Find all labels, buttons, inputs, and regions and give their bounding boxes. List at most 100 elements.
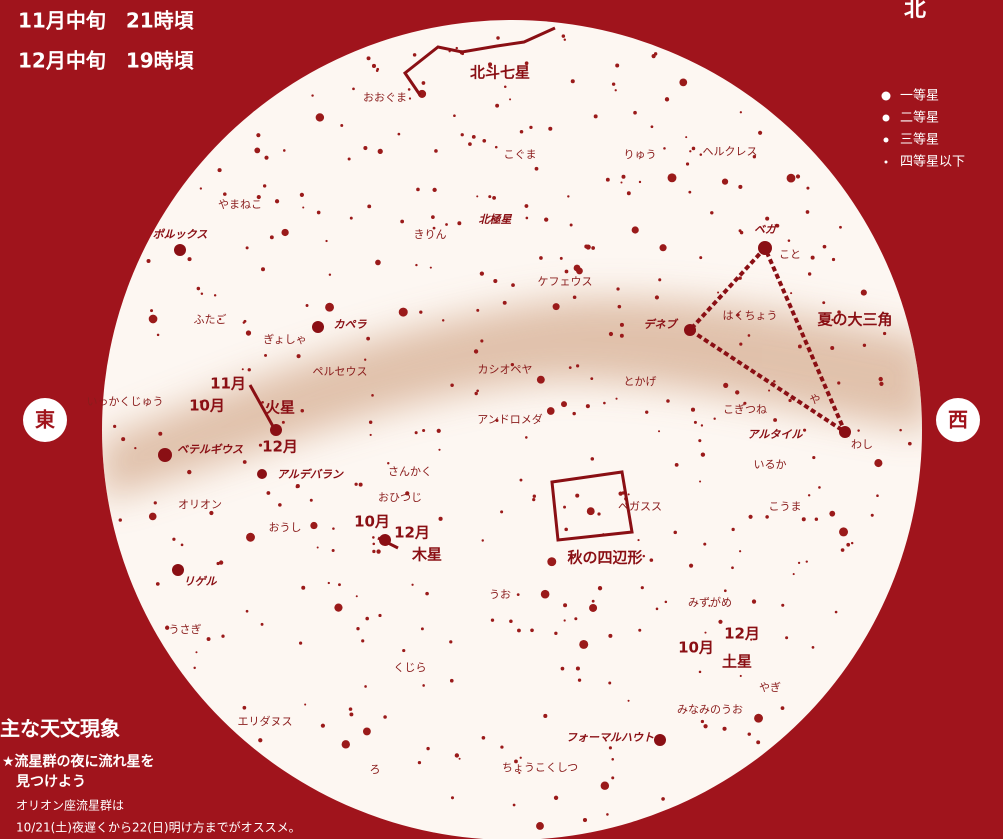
- star-dot: [310, 521, 318, 530]
- star-dot: [637, 539, 640, 542]
- star-dot: [387, 462, 390, 465]
- constellation-label: こうま: [769, 500, 802, 513]
- star-dot: [597, 512, 601, 516]
- constellation-label: いっかくじゅう: [87, 395, 164, 408]
- star-dot: [519, 478, 523, 482]
- star-dot: [781, 603, 785, 607]
- star-dot: [814, 517, 819, 521]
- star-dot: [242, 705, 247, 710]
- star-dot: [812, 455, 816, 460]
- star-dot: [378, 613, 382, 618]
- legend-label: 一等星: [900, 88, 939, 104]
- star-dot: [765, 515, 769, 519]
- star-dot: [563, 603, 568, 608]
- star-dot: [274, 199, 280, 204]
- star-dot: [735, 390, 740, 395]
- star-dot: [356, 627, 360, 631]
- bright-star: [257, 469, 267, 479]
- bright-star: [158, 448, 172, 462]
- constellation-label: きりん: [414, 228, 447, 241]
- star-dot: [325, 302, 334, 312]
- star-dot: [631, 226, 639, 234]
- star-dot: [509, 619, 513, 624]
- star-dot: [597, 586, 603, 591]
- star-dot: [573, 264, 581, 272]
- constellation-label: エリダヌス: [238, 714, 293, 728]
- star-dot: [608, 331, 614, 337]
- star-dot: [620, 181, 623, 184]
- star-dot: [347, 157, 351, 161]
- star-dot: [524, 204, 529, 208]
- star-dot: [419, 310, 423, 314]
- mars-path: [248, 384, 277, 431]
- star-dot: [364, 685, 367, 688]
- star-dot: [700, 452, 706, 457]
- star-dot: [316, 546, 319, 549]
- star-dot: [822, 301, 826, 305]
- star-dot: [747, 732, 751, 736]
- star-dot: [530, 628, 534, 633]
- star-dot: [445, 223, 448, 226]
- bright-star: [312, 321, 324, 333]
- star-dot: [736, 313, 740, 317]
- star-dot: [397, 132, 401, 136]
- star-dot: [750, 638, 753, 641]
- constellation-label: ポルックス: [153, 228, 208, 241]
- star-dot: [402, 648, 406, 653]
- star-dot: [758, 130, 763, 135]
- star-dot: [559, 256, 563, 260]
- star-dot: [332, 527, 335, 530]
- star-dot: [546, 407, 555, 415]
- events-line: オリオン座流星群は: [16, 798, 124, 813]
- star-dot: [421, 81, 426, 85]
- star-dot: [773, 380, 776, 383]
- star-dot: [422, 428, 426, 433]
- summer-triangle: [686, 246, 850, 438]
- star-dot: [372, 536, 375, 539]
- star-dot: [434, 149, 438, 153]
- constellation-label: ヘルクレス: [703, 145, 758, 158]
- star-dot: [801, 517, 806, 522]
- star-dot: [616, 287, 620, 291]
- star-dot: [907, 441, 912, 446]
- star-dot: [180, 543, 184, 547]
- star-dot: [377, 148, 383, 155]
- star-dot: [264, 155, 269, 160]
- star-dot: [242, 460, 247, 464]
- star-dot: [328, 273, 332, 276]
- star-dot: [803, 428, 807, 432]
- star-dot: [155, 582, 160, 586]
- star-dot: [606, 813, 609, 816]
- star-dot: [305, 304, 309, 307]
- star-dot: [441, 319, 445, 322]
- constellation-label: ベガ: [754, 223, 778, 236]
- star-dot: [449, 678, 454, 683]
- constellation-label: おひつじ: [378, 491, 422, 504]
- star-dot: [564, 527, 568, 532]
- star-dot: [703, 724, 708, 729]
- bright-star: [172, 564, 184, 576]
- legend-label: 二等星: [900, 110, 939, 126]
- star-dot: [738, 184, 743, 189]
- star-dot: [476, 308, 480, 312]
- star-dot: [118, 518, 122, 522]
- star-dot: [822, 244, 827, 249]
- star-dot: [577, 678, 582, 682]
- star-dot: [254, 147, 261, 154]
- star-dot: [247, 368, 251, 372]
- star-dot: [311, 94, 314, 97]
- star-dot: [837, 310, 841, 314]
- star-dot: [338, 583, 341, 587]
- star-dot: [658, 430, 661, 433]
- bright-star: [174, 244, 186, 256]
- star-dot: [146, 258, 151, 263]
- star-dot: [481, 539, 484, 542]
- star-dot: [519, 129, 524, 134]
- star-dot: [751, 599, 757, 604]
- star-dot: [879, 381, 884, 386]
- star-dot: [454, 753, 460, 758]
- star-dot: [121, 437, 126, 442]
- star-dot: [405, 491, 410, 496]
- events-line: 見つけよう: [15, 774, 86, 790]
